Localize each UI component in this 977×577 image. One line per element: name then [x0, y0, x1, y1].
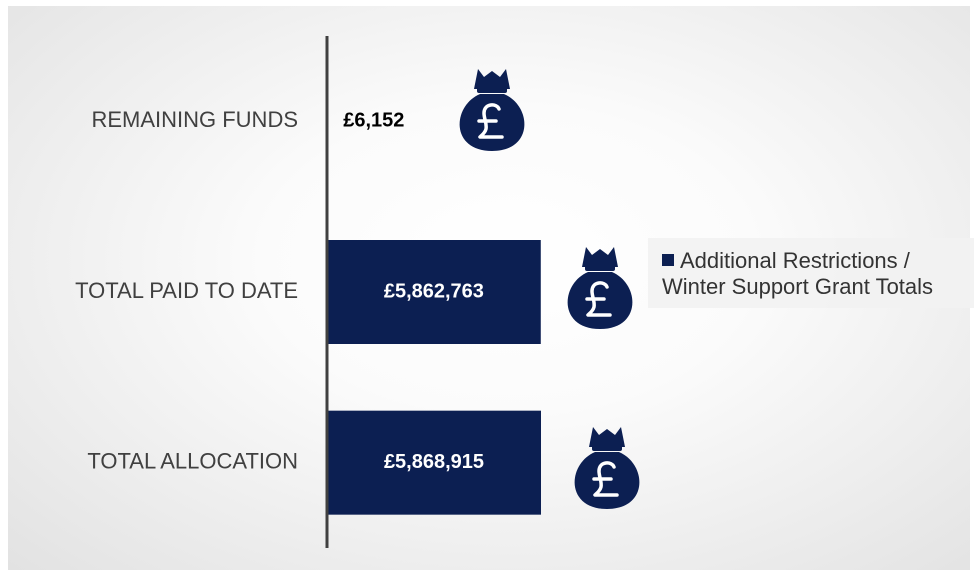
category-label: TOTAL ALLOCATION	[87, 448, 298, 473]
legend-swatch	[662, 254, 674, 266]
legend: Additional Restrictions / Winter Support…	[648, 238, 974, 308]
bar	[327, 410, 541, 515]
category-label: TOTAL PAID TO DATE	[75, 278, 298, 303]
money-bag-icon	[565, 245, 635, 331]
bar	[327, 240, 541, 344]
category-label: REMAINING FUNDS	[91, 107, 298, 132]
money-bag-icon	[572, 425, 642, 511]
money-bag-icon	[457, 67, 527, 153]
value-label: £5,862,763	[384, 280, 484, 302]
value-label: £5,868,915	[384, 451, 484, 473]
legend-label: Additional Restrictions / Winter Support…	[662, 248, 934, 299]
value-label: £6,152	[343, 110, 404, 132]
